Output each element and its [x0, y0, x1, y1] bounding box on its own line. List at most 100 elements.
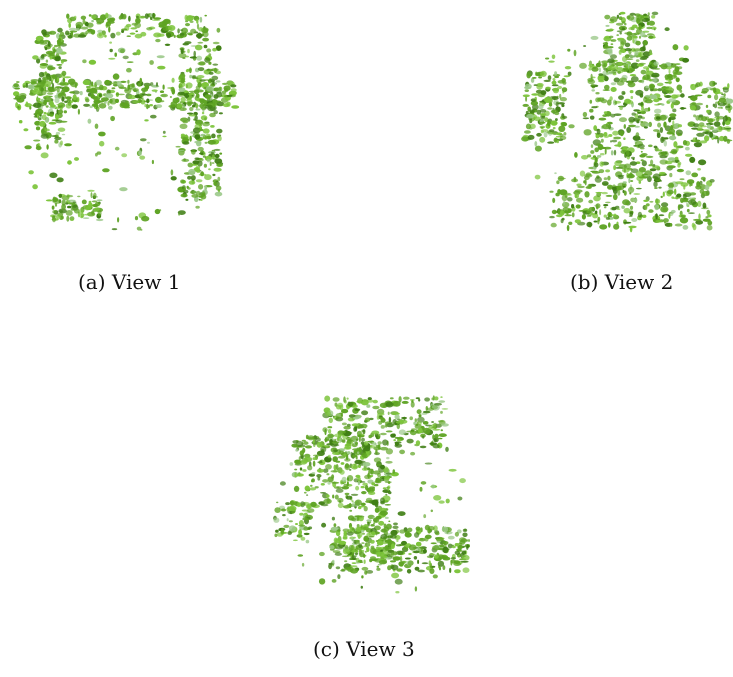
volume-fragment	[209, 161, 212, 166]
volume-fragment	[656, 82, 664, 87]
volume-fragment	[384, 504, 392, 506]
volume-fragment	[196, 55, 203, 61]
volume-fragment	[644, 99, 653, 104]
volume-fragment	[332, 559, 335, 564]
volume-fragment	[395, 591, 400, 594]
volume-fragment	[429, 442, 438, 446]
volume-fragment	[212, 47, 217, 52]
volume-fragment	[134, 216, 139, 221]
volume-fragment	[659, 127, 664, 133]
volume-fragment	[392, 469, 396, 474]
volume-fragment	[401, 540, 407, 546]
volume-fragment	[343, 396, 346, 403]
volume-fragment	[87, 189, 95, 192]
volume-fragment	[591, 89, 595, 92]
volume-fragment	[460, 560, 469, 563]
volume-fragment	[299, 467, 303, 471]
volume-fragment	[93, 192, 97, 199]
volume-fragment	[419, 445, 427, 449]
volume-fragment	[159, 90, 165, 93]
volume-fragment	[675, 146, 679, 152]
volume-fragment	[635, 40, 641, 46]
volume-fragment	[573, 49, 577, 57]
volume-fragment	[276, 501, 279, 504]
volume-fragment	[327, 433, 334, 439]
volume-fragment	[204, 57, 211, 63]
volume-fragment	[331, 481, 340, 484]
volume-fragment	[612, 130, 619, 136]
volume-fragment	[197, 146, 204, 152]
volume-fragment	[182, 57, 186, 59]
volume-fragment	[607, 184, 613, 190]
volume-fragment	[341, 422, 347, 426]
volume-fragment	[658, 186, 662, 189]
volume-fragment	[32, 55, 39, 60]
volume-fragment	[351, 404, 358, 408]
volume-fragment	[586, 221, 593, 228]
volume-fragment	[645, 85, 649, 89]
volume-fragment	[436, 540, 441, 543]
volume-fragment	[325, 464, 332, 470]
volume-fragment	[357, 480, 360, 486]
volume-fragment	[404, 557, 411, 560]
volume-fragment	[61, 133, 66, 136]
volume-fragment	[604, 148, 607, 155]
volume-fragment	[91, 81, 94, 87]
volume-fragment	[55, 86, 62, 89]
volume-fragment	[211, 133, 216, 139]
volume-fragment	[665, 90, 674, 94]
volume-fragment	[360, 441, 364, 445]
volume-fragment	[709, 80, 716, 87]
volume-fragment	[337, 436, 340, 441]
volume-fragment	[201, 82, 209, 88]
volume-fragment	[116, 81, 122, 87]
volume-fragment	[45, 89, 51, 93]
volume-fragment	[132, 100, 139, 104]
volume-fragment	[96, 199, 103, 202]
volume-fragment	[433, 525, 438, 532]
volume-fragment	[610, 43, 614, 46]
volume-fragment	[45, 95, 49, 98]
volume-fragment	[674, 156, 679, 161]
volume-fragment	[216, 27, 221, 33]
volume-fragment	[308, 526, 313, 530]
volume-fragment	[332, 451, 340, 455]
volume-fragment	[683, 184, 686, 190]
volume-fragment	[603, 177, 608, 181]
volume-fragment	[146, 93, 152, 97]
volume-fragment	[342, 430, 346, 434]
volume-fragment	[533, 84, 538, 86]
volume-fragment	[607, 58, 615, 63]
volume-fragment	[42, 114, 47, 121]
volume-fragment	[216, 163, 223, 167]
volume-fragment	[697, 200, 702, 207]
volume-fragment	[702, 129, 711, 132]
volume-fragment	[321, 522, 327, 528]
volume-fragment	[435, 536, 444, 542]
volume-fragment	[75, 21, 84, 28]
volume-fragment	[571, 204, 575, 209]
volume-fragment	[59, 107, 63, 110]
volume-fragment	[202, 37, 210, 42]
volume-fragment	[579, 62, 587, 69]
volume-fragment	[673, 141, 678, 148]
volume-fragment	[679, 217, 689, 224]
volume-fragment	[335, 413, 343, 419]
volume-fragment	[355, 441, 358, 446]
volume-fragment	[544, 96, 552, 103]
volume-fragment	[705, 104, 709, 108]
volume-fragment	[416, 409, 422, 415]
volume-fragment	[125, 23, 132, 28]
volume-fragment	[638, 25, 642, 29]
volume-fragment	[342, 528, 350, 533]
volume-fragment	[60, 86, 64, 90]
volume-fragment	[206, 48, 212, 53]
volume-fragment	[336, 486, 340, 489]
volume-fragment	[556, 180, 560, 185]
volume-fragment	[320, 503, 329, 507]
volume-fragment	[633, 35, 637, 39]
volume-fragment	[182, 42, 189, 46]
volume-fragment	[655, 198, 661, 204]
volume-fragment	[54, 139, 59, 144]
volume-fragment	[194, 157, 200, 160]
